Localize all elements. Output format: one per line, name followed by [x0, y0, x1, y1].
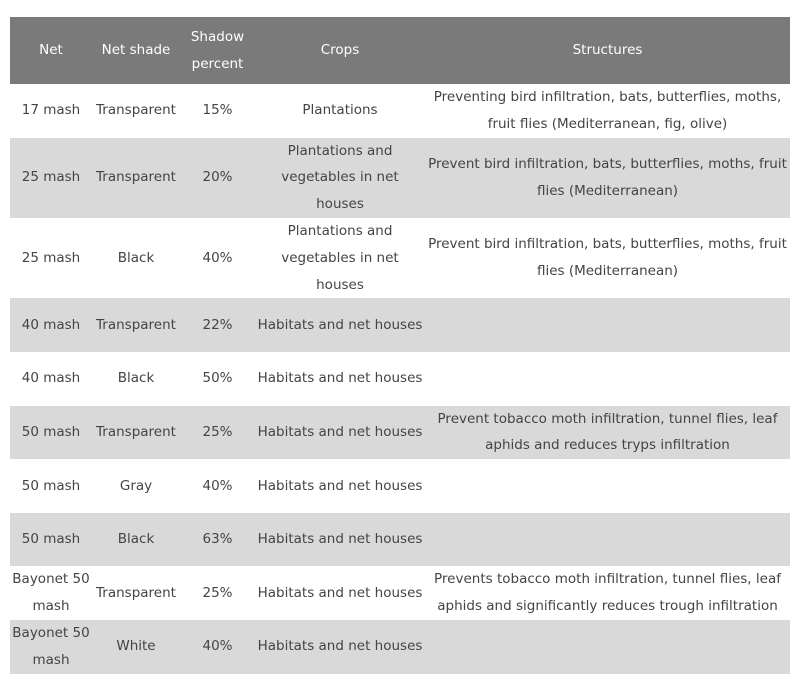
table-row: 50 mash Black 63% Habitats and net houses — [10, 512, 790, 567]
cell-structures: Prevent bird infiltration, bats, butterf… — [428, 236, 787, 280]
cell-structures: Prevent bird infiltration, bats, butterf… — [425, 137, 790, 218]
cell-net: 50 mash — [10, 405, 92, 460]
table-row: Bayonet 50 mash Transparent 25% Habitats an… — [10, 566, 790, 620]
cell-structures — [425, 352, 790, 406]
cell-shadow-percent: 50% — [202, 370, 233, 387]
cell-crops: Habitats and net houses — [257, 477, 423, 494]
cell-structures: Prevents tobacco moth infiltration, tunn… — [434, 571, 781, 615]
table-row: 25 mash Transparent 20% Plantations and veg… — [10, 137, 790, 218]
cell-net: 25 mash — [10, 137, 92, 218]
cell-net-shade: Transparent — [92, 298, 180, 352]
table-row: 50 mash Gray 40% Habitats and net houses — [10, 459, 790, 513]
header-net-shade: Net shade — [92, 17, 180, 84]
cell-shadow-percent: 22% — [180, 298, 255, 352]
header-row: Net Net shade Shadow percent Crops Struc… — [10, 17, 790, 84]
cell-shadow-percent: 40% — [202, 249, 233, 266]
table-row: 40 mash Black 50% Habitats and net houses — [10, 352, 790, 406]
cell-shadow-percent: 20% — [180, 137, 255, 218]
cell-structures — [425, 459, 790, 513]
header-shadow-percent: Shadow percent — [180, 17, 255, 84]
table-row: 17 mash Transparent 15% Plantations Preventi… — [10, 84, 790, 138]
cell-crops: Habitats and net houses — [255, 298, 425, 352]
cell-shadow-percent: 40% — [180, 619, 255, 674]
table-row: 40 mash Transparent 22% Habitats and net ho… — [10, 298, 790, 352]
cell-net: 17 mash — [21, 102, 81, 119]
cell-shadow-percent: 25% — [202, 584, 233, 601]
cell-shadow-percent: 15% — [202, 102, 233, 119]
cell-crops: Habitats and net houses — [257, 584, 423, 601]
cell-net-shade: Black — [92, 512, 180, 567]
cell-net-shade: Black — [117, 249, 155, 266]
cell-net-shade: Transparent — [92, 405, 180, 460]
cell-net: 40 mash — [10, 298, 92, 352]
nets-table: Net Net shade Shadow percent Crops Struc… — [10, 17, 790, 674]
header-structures: Structures — [425, 17, 790, 84]
cell-crops: Plantations and vegetables in net houses — [255, 137, 425, 218]
cell-structures: Preventing bird infiltration, bats, butt… — [433, 89, 782, 132]
table-row: Bayonet 50 mash White 40% Habitats and net … — [10, 619, 790, 674]
header-crops: Crops — [255, 17, 425, 84]
cell-crops: Habitats and net houses — [255, 512, 425, 567]
header-net: Net — [10, 17, 92, 84]
cell-net: Bayonet 50 mash — [10, 619, 92, 674]
cell-crops: Habitats and net houses — [255, 619, 425, 674]
cell-structures — [425, 619, 790, 674]
cell-structures — [425, 298, 790, 352]
cell-net-shade: Transparent — [96, 102, 176, 119]
cell-net: 50 mash — [21, 477, 81, 494]
cell-shadow-percent: 40% — [202, 477, 233, 494]
cell-crops: Plantations and vegetables in net houses — [281, 222, 399, 293]
cell-net-shade: Gray — [119, 477, 153, 494]
cell-net: 40 mash — [21, 370, 81, 387]
cell-net-shade: White — [92, 619, 180, 674]
cell-net: 50 mash — [10, 512, 92, 567]
cell-structures: Prevent tobacco moth infiltration, tunne… — [425, 405, 790, 460]
cell-net: Bayonet 50 mash — [12, 571, 90, 615]
table-row: 25 mash Black 40% Plantations and vegetable… — [10, 218, 790, 298]
cell-net-shade: Transparent — [92, 137, 180, 218]
cell-net-shade: Black — [117, 370, 155, 387]
table-row: 50 mash Transparent 25% Habitats and net ho… — [10, 405, 790, 460]
cell-crops: Habitats and net houses — [257, 370, 423, 387]
cell-structures — [425, 512, 790, 567]
cell-shadow-percent: 25% — [180, 405, 255, 460]
cell-shadow-percent: 63% — [180, 512, 255, 567]
cell-crops: Plantations — [302, 102, 378, 119]
cell-net: 25 mash — [21, 249, 81, 266]
cell-crops: Habitats and net houses — [255, 405, 425, 460]
cell-net-shade: Transparent — [96, 584, 176, 601]
